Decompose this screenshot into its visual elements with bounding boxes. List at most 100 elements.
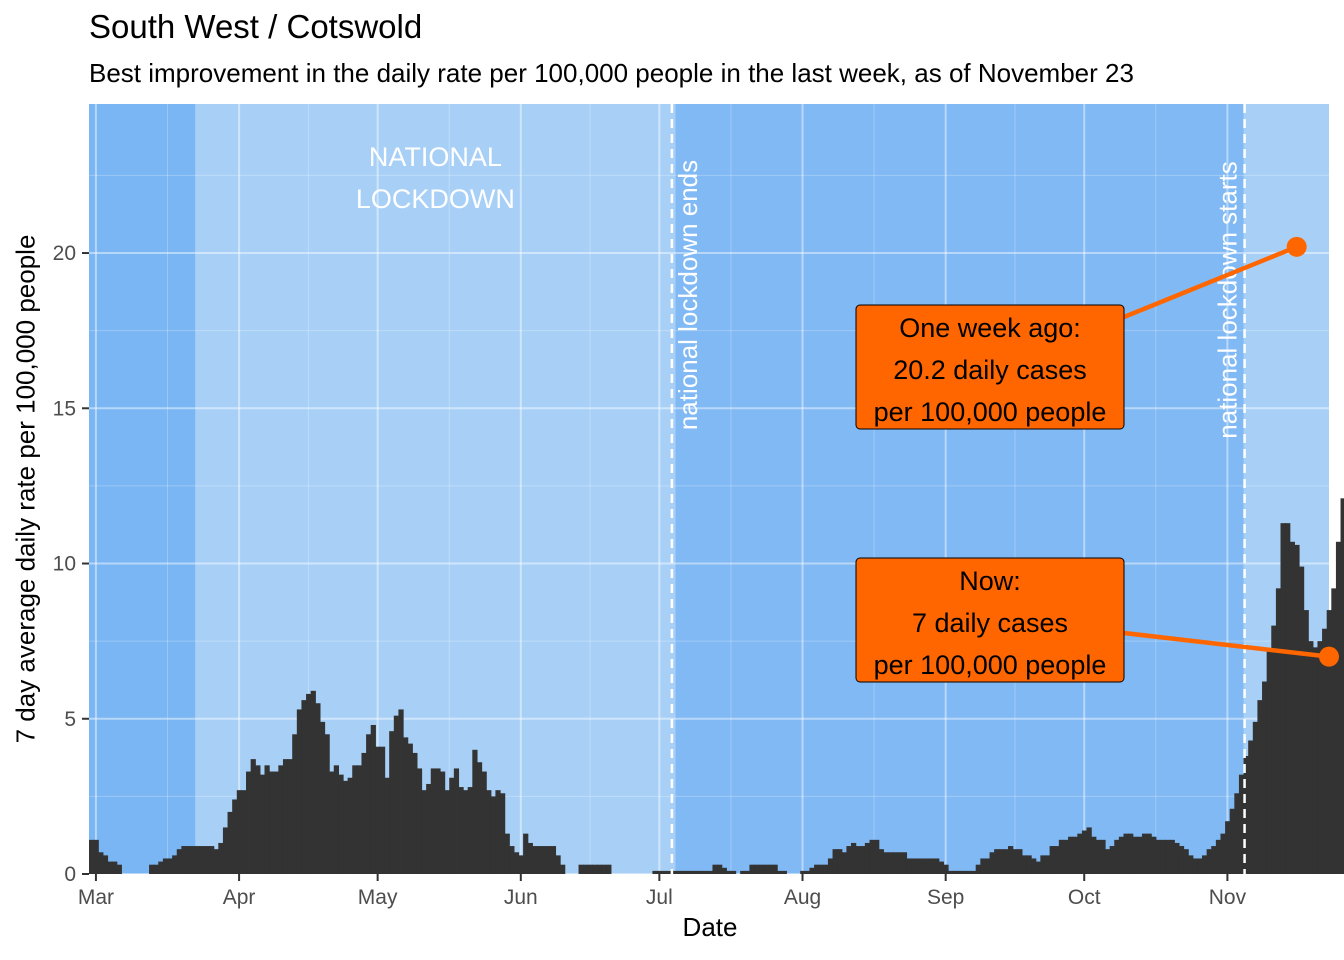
bar	[222, 827, 229, 874]
x-axis-label: Date	[682, 912, 738, 942]
bar	[1095, 839, 1101, 874]
bar	[860, 846, 866, 874]
bar	[823, 864, 829, 874]
bar	[1118, 836, 1125, 874]
bar	[1275, 588, 1282, 874]
bars	[89, 498, 1344, 874]
bar	[352, 765, 358, 874]
bar	[730, 870, 737, 874]
bar	[199, 846, 206, 874]
bar	[657, 870, 663, 874]
bar	[592, 864, 598, 874]
bar	[920, 858, 926, 874]
bar	[560, 864, 566, 874]
bar	[1178, 846, 1185, 874]
annotation-point-1	[1286, 236, 1307, 257]
bar	[689, 870, 695, 874]
bar	[1211, 846, 1217, 874]
bar	[241, 790, 247, 874]
bar	[994, 849, 1000, 874]
bar	[398, 709, 404, 874]
bar	[1081, 830, 1088, 874]
bar	[1335, 541, 1342, 874]
bar	[703, 870, 709, 874]
bar	[269, 771, 275, 874]
x-tick-label: Jul	[646, 886, 673, 909]
vline-label-1: national lockdown ends	[673, 160, 703, 430]
annotation-text-2: 7 daily cases	[912, 608, 1068, 638]
bar	[296, 709, 303, 874]
bar	[754, 864, 760, 874]
bar	[185, 846, 192, 874]
bar	[666, 870, 672, 874]
bar	[523, 833, 529, 874]
x-tick-label: Aug	[784, 886, 821, 909]
bar	[1280, 523, 1286, 874]
bar	[324, 734, 330, 874]
bar	[453, 768, 460, 874]
bar	[1252, 721, 1259, 874]
bar	[1197, 858, 1203, 874]
bar	[153, 864, 159, 874]
bar	[273, 771, 279, 874]
bar	[393, 715, 400, 874]
bar	[1243, 756, 1249, 874]
bar	[818, 864, 824, 874]
bar	[435, 768, 441, 874]
bar	[947, 870, 954, 874]
y-axis: 0 5 10 15 20	[53, 242, 89, 886]
y-tick-label: 5	[64, 708, 76, 731]
bar	[112, 861, 118, 874]
bar	[1303, 610, 1309, 874]
bar	[721, 867, 727, 874]
bar	[1238, 774, 1245, 874]
bar	[172, 855, 178, 874]
bar	[232, 799, 238, 874]
bar	[924, 858, 931, 874]
bar	[1220, 833, 1226, 874]
bar	[472, 749, 478, 874]
bar	[389, 731, 395, 874]
bar	[287, 759, 293, 874]
bar	[306, 693, 312, 874]
x-tick-label: Apr	[223, 886, 256, 909]
bar	[938, 861, 944, 874]
bar	[749, 864, 755, 874]
bar	[407, 743, 413, 874]
bar	[195, 846, 201, 874]
bar	[102, 855, 109, 874]
bar	[772, 864, 778, 874]
bar	[1072, 836, 1078, 874]
bar	[361, 752, 367, 874]
bar	[495, 790, 501, 874]
bar	[250, 759, 256, 874]
bar	[1003, 849, 1009, 874]
bar	[1183, 849, 1189, 874]
bar	[998, 849, 1005, 874]
bar	[1021, 855, 1028, 874]
bar	[467, 787, 473, 874]
bar	[259, 774, 266, 874]
annotation-connector-2	[1123, 630, 1330, 659]
bar	[957, 870, 963, 874]
x-tick-label: Sep	[927, 886, 964, 909]
bar	[1068, 836, 1074, 874]
bar	[278, 765, 284, 874]
bar	[943, 864, 949, 874]
bar	[98, 852, 104, 874]
bar	[190, 846, 196, 874]
bar	[698, 870, 704, 874]
bar	[486, 790, 492, 874]
bar	[149, 864, 155, 874]
bar	[310, 690, 316, 874]
lockdown-region-label-line: NATIONAL	[369, 142, 502, 172]
bar	[1289, 541, 1295, 874]
bar	[827, 858, 834, 874]
bar	[366, 734, 372, 874]
bar	[338, 774, 344, 874]
bar	[301, 700, 307, 874]
bar	[379, 746, 386, 874]
bar	[1169, 839, 1175, 874]
annotation-connector-1	[1123, 244, 1298, 320]
